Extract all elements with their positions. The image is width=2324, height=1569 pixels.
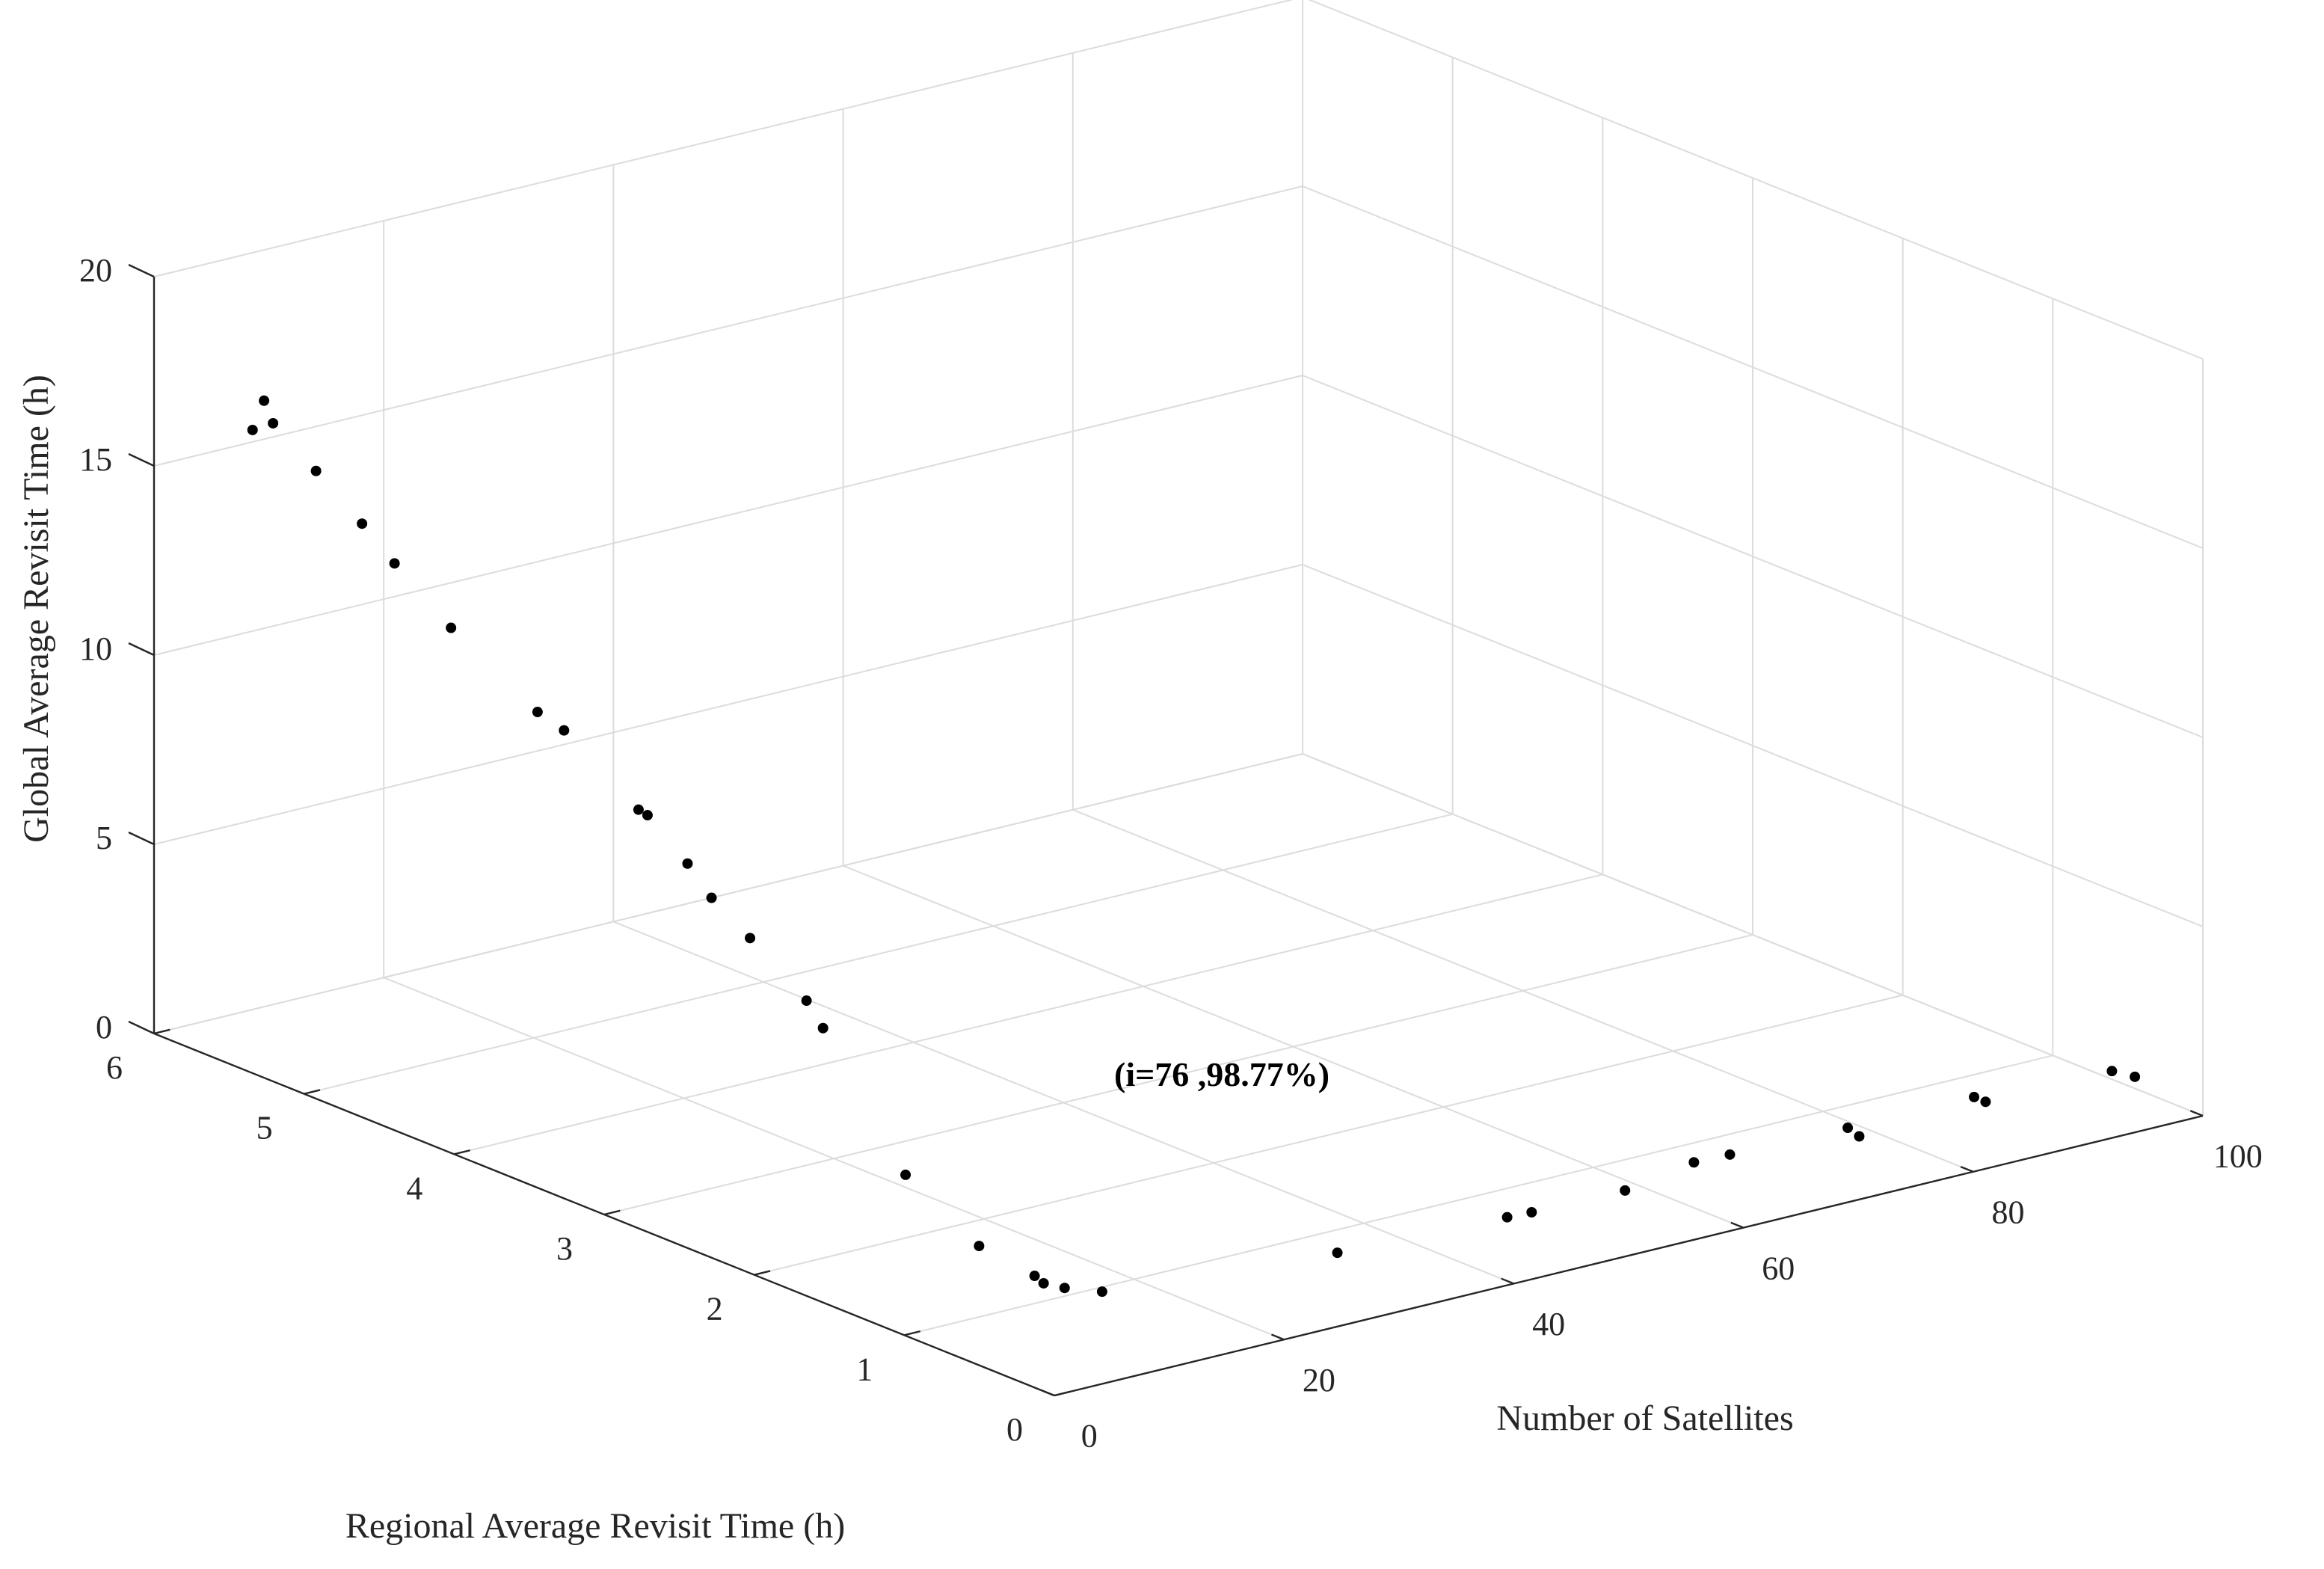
grid-lines [153,0,2204,1396]
x-tick-label: 100 [2213,1138,2263,1175]
axes [128,263,2204,1397]
stem-marker [706,892,717,903]
y-tick-label: 2 [707,1291,723,1327]
grid-floor-y [603,934,1753,1215]
stem-marker [633,804,644,815]
z-tick-label: 10 [79,630,112,667]
stem-marker [1038,1277,1049,1289]
grid-sidewall-z [1308,0,2204,360]
x-tick-mark [1271,1333,1285,1341]
x-tick-label: 20 [1303,1362,1335,1398]
x-axis-title: Number of Satellites [1496,1398,1793,1438]
stem-marker [1854,1131,1865,1142]
stem-marker [268,417,279,429]
stem-marker [1969,1091,1980,1102]
stems [247,395,2141,1298]
grid-backwall-z [153,0,1294,277]
z-axis-title: Global Average Revisit Time (h) [16,375,56,843]
grid-floor-y [904,1054,2053,1336]
y-axis-title: Regional Average Revisit Time (h) [345,1506,845,1546]
y-tick-mark [1054,1390,1071,1397]
stem-marker [642,810,653,821]
stem-marker [974,1241,985,1252]
stem-marker [1059,1283,1070,1294]
stem-marker [247,424,258,435]
stem-marker [1526,1206,1537,1218]
x-tick-mark [1730,1221,1744,1229]
stem-marker [817,1022,829,1034]
stem-marker [1980,1096,1991,1108]
x-tick-label: 80 [1992,1194,2025,1231]
grid-backwall-z [153,375,1303,656]
grid-sidewall-z [1302,185,2204,549]
stem-marker [2130,1071,2141,1082]
annotation-label: (i=76 ,98.77%) [1114,1055,1329,1093]
x-axis-line [1054,1114,2204,1397]
grid-backwall-z [153,185,1303,467]
x-tick-label: 60 [1762,1250,1795,1286]
y-tick-label: 1 [856,1351,873,1387]
y-tick-mark [304,1089,321,1095]
stem-marker [682,858,693,869]
stem-marker [1620,1185,1631,1196]
stem-marker [259,395,270,406]
z-tick-label: 15 [79,441,112,478]
grid-floor-y [304,813,1453,1095]
stem-marker [900,1169,912,1180]
stem-marker [357,518,368,529]
y-tick-label: 3 [556,1230,573,1267]
z-tick-label: 20 [79,252,112,289]
grid-sidewall-z [1302,753,2204,1117]
stem-marker [1724,1149,1736,1160]
stem-marker [801,995,812,1007]
stem-marker [389,558,400,569]
grid-backwall-z [153,753,1303,1034]
stem-marker [1332,1247,1343,1259]
grid-backwall-z [153,564,1303,845]
y-tick-mark [754,1270,771,1276]
stem-marker [745,933,756,944]
z-tick-mark [128,831,155,846]
z-tick-mark [128,263,155,278]
stem-marker [1501,1212,1513,1223]
stem-marker [446,622,457,633]
x-tick-mark [1501,1277,1514,1285]
stem-marker [1688,1157,1700,1168]
x-tick-label: 0 [1081,1418,1098,1455]
stem-marker [559,725,570,736]
grid-sidewall-z [1302,564,2204,927]
z-tick-label: 0 [96,1009,112,1046]
z-tick-mark [128,642,155,657]
y-tick-mark [603,1209,621,1216]
y-tick-label: 4 [406,1170,422,1206]
stem-marker [2106,1066,2118,1077]
x-tick-mark [1960,1165,1974,1173]
y-tick-mark [454,1149,470,1155]
stem-marker [310,465,322,476]
z-tick-mark [128,1020,155,1035]
y-tick-mark [153,1028,170,1035]
stem-marker [1096,1286,1107,1298]
y-tick-mark [904,1330,920,1336]
z-tick-mark [128,452,155,467]
x-tick-label: 40 [1532,1306,1565,1342]
grid-floor-y [754,994,1903,1276]
z-tick-label: 5 [96,820,112,856]
stem-marker [1029,1271,1040,1282]
y-tick-label: 5 [256,1110,273,1146]
y-tick-label: 0 [1006,1411,1023,1448]
y-tick-label: 6 [106,1049,123,1086]
x-tick-mark [2189,1110,2204,1117]
grid-sidewall-z [1302,375,2204,738]
stem-marker [532,707,543,718]
grid-floor-y [454,873,1603,1155]
x-tick-mark [1041,1390,1055,1397]
stem-marker [1842,1123,1854,1134]
